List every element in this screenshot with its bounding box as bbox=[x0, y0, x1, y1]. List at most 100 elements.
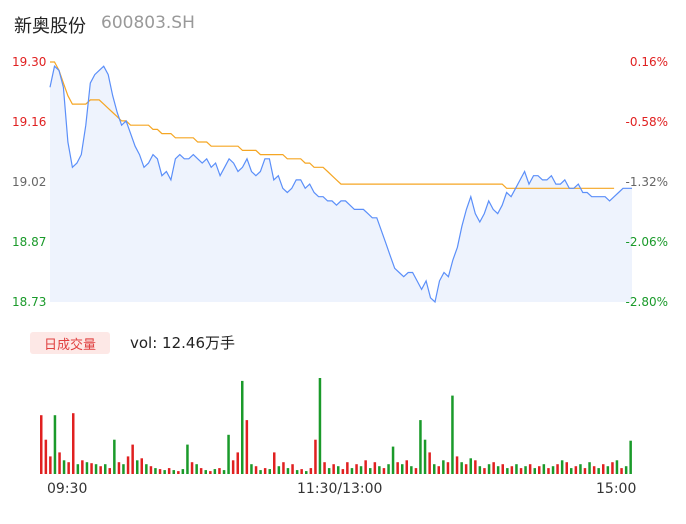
volume-bar bbox=[62, 460, 66, 474]
volume-bar bbox=[250, 464, 253, 474]
volume-bar bbox=[131, 444, 134, 474]
volume-bar bbox=[396, 462, 399, 474]
volume-bar bbox=[492, 462, 495, 474]
volume-bar bbox=[117, 462, 121, 474]
volume-bar bbox=[81, 460, 84, 474]
volume-bar bbox=[382, 468, 386, 474]
volume-bar bbox=[341, 469, 345, 474]
volume-bar bbox=[501, 464, 504, 474]
volume-bar bbox=[190, 462, 194, 474]
y-right-tick: -2.80% bbox=[625, 295, 668, 309]
volume-bar bbox=[556, 464, 559, 474]
volume-bar bbox=[94, 464, 98, 474]
volume-bar bbox=[542, 464, 546, 474]
volume-bar bbox=[487, 464, 491, 474]
volume-bar bbox=[337, 466, 340, 474]
volume-bar bbox=[113, 439, 116, 474]
volume-bar bbox=[620, 468, 623, 474]
volume-bar bbox=[387, 464, 390, 474]
volume-bar bbox=[104, 464, 107, 474]
volume-bar bbox=[574, 466, 578, 474]
volume-bar bbox=[364, 460, 367, 474]
volume-bar bbox=[305, 471, 308, 474]
volume-bar bbox=[163, 470, 166, 474]
volume-bar bbox=[158, 469, 162, 474]
volume-bar bbox=[510, 466, 514, 474]
volume-bar bbox=[277, 466, 281, 474]
volume-bar bbox=[583, 468, 587, 474]
volume-bar bbox=[533, 468, 536, 474]
volume-bar bbox=[428, 452, 431, 474]
volume-bar bbox=[565, 462, 568, 474]
volume-bar bbox=[446, 462, 450, 474]
volume-bar bbox=[405, 460, 408, 474]
volume-bar bbox=[346, 462, 349, 474]
volume-bar bbox=[282, 462, 285, 474]
y-left-tick: 19.02 bbox=[12, 175, 47, 189]
volume-bar bbox=[538, 466, 541, 474]
volume-bar bbox=[199, 468, 203, 474]
volume-bar bbox=[483, 468, 486, 474]
volume-bar bbox=[318, 378, 322, 474]
volume-bar bbox=[423, 439, 427, 474]
volume-bar bbox=[350, 468, 354, 474]
volume-label: vol: 12.46万手 bbox=[130, 334, 235, 352]
x-tick-midday: 11:30/13:00 bbox=[297, 481, 383, 497]
y-left-tick: 18.73 bbox=[12, 295, 47, 309]
volume-bar bbox=[414, 468, 418, 474]
volume-bar bbox=[67, 462, 70, 474]
volume-bar bbox=[44, 439, 48, 474]
volume-bar bbox=[99, 466, 102, 474]
volume-bar bbox=[437, 466, 440, 474]
volume-bar bbox=[72, 413, 75, 474]
volume-bar bbox=[369, 468, 372, 474]
volume-bar bbox=[602, 464, 605, 474]
volume-bar bbox=[401, 464, 404, 474]
volume-bar bbox=[154, 468, 157, 474]
volume-bar bbox=[570, 468, 573, 474]
volume-bar bbox=[592, 466, 596, 474]
volume-bar bbox=[464, 464, 468, 474]
volume-bar bbox=[451, 395, 454, 474]
y-right-tick: 0.16% bbox=[629, 55, 668, 69]
volume-bar bbox=[359, 466, 363, 474]
volume-bar bbox=[323, 462, 326, 474]
volume-bar bbox=[263, 468, 267, 474]
volume-bar bbox=[300, 469, 303, 474]
stock-name: 新奥股份 bbox=[14, 16, 86, 37]
y-left-tick: 19.16 bbox=[12, 115, 47, 129]
volume-bar bbox=[122, 464, 125, 474]
volume-bar bbox=[195, 464, 198, 474]
volume-bar bbox=[378, 466, 381, 474]
x-tick-open: 09:30 bbox=[47, 481, 88, 497]
volume-bar bbox=[355, 464, 358, 474]
volume-bar bbox=[145, 464, 148, 474]
volume-bar bbox=[611, 462, 614, 474]
volume-bar bbox=[204, 470, 207, 474]
volume-bar bbox=[53, 415, 57, 474]
volume-bar bbox=[515, 464, 518, 474]
price-line bbox=[49, 65, 632, 304]
volume-bar bbox=[177, 471, 180, 474]
volume-bar bbox=[314, 439, 317, 474]
volume-bar bbox=[136, 460, 139, 474]
volume-bar bbox=[227, 434, 230, 474]
volume-bar bbox=[373, 462, 377, 474]
y-right-tick: -1.32% bbox=[625, 175, 668, 189]
volume-bar bbox=[547, 468, 550, 474]
volume-bar bbox=[560, 460, 564, 474]
volume-bar bbox=[474, 460, 477, 474]
volume-bar bbox=[615, 460, 619, 474]
volume-bar bbox=[506, 468, 509, 474]
volume-bar bbox=[231, 460, 235, 474]
y-left-tick: 18.87 bbox=[12, 235, 47, 249]
volume-bar bbox=[551, 466, 555, 474]
volume-bar bbox=[181, 469, 185, 474]
volume-bar bbox=[218, 468, 221, 474]
volume-bar bbox=[49, 456, 52, 474]
volume-bar bbox=[241, 380, 244, 474]
x-tick-close: 15:00 bbox=[596, 481, 637, 497]
volume-bar bbox=[624, 466, 628, 474]
volume-bar bbox=[286, 468, 290, 474]
volume-bar bbox=[460, 462, 463, 474]
